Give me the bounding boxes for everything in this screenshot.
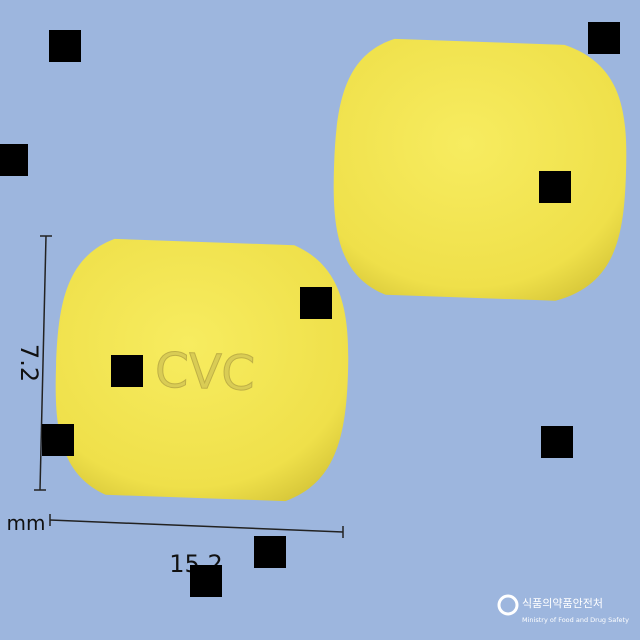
dimension-lines bbox=[34, 235, 344, 538]
occlusions bbox=[0, 22, 620, 597]
logo-korean: 식품의약품안전처 bbox=[522, 596, 603, 610]
unit-label: mm bbox=[7, 511, 46, 535]
logo-english: Ministry of Food and Drug Safety bbox=[522, 616, 629, 624]
height-label: 7.2 bbox=[15, 344, 43, 382]
pill-back bbox=[333, 38, 627, 301]
imprint: CVC bbox=[154, 342, 256, 401]
logo: 식품의약품안전처 Ministry of Food and Drug Safet… bbox=[497, 594, 629, 624]
pill-front: CVC bbox=[55, 238, 349, 502]
